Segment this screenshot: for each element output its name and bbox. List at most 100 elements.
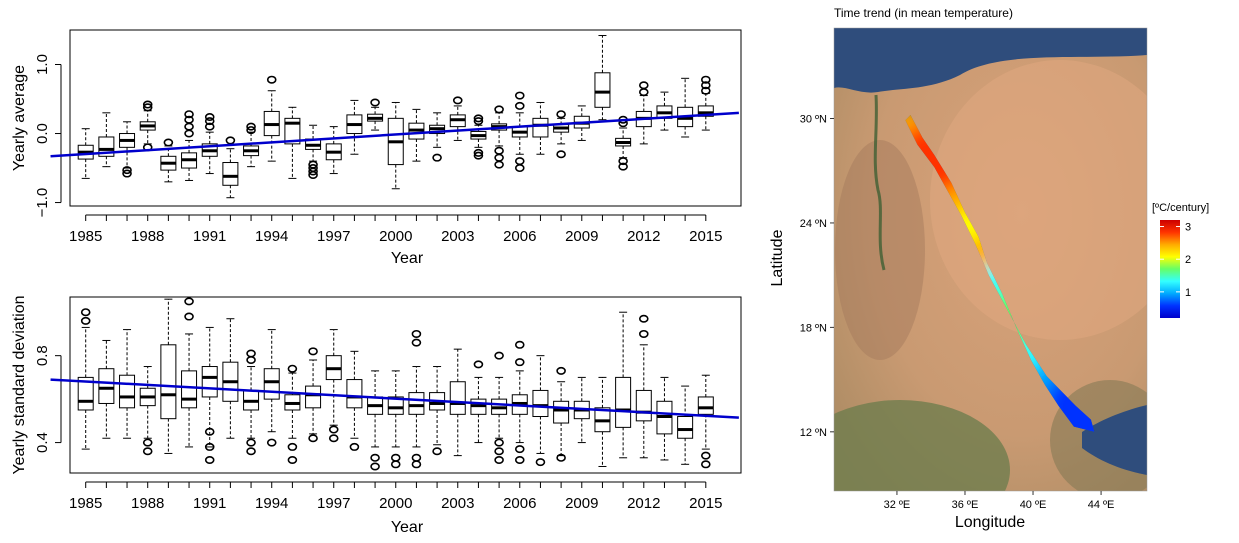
map-y-tick-label: 18 ºN [800,322,827,334]
outlier-point [308,170,318,179]
x-tick-label-top: 1997 [317,228,350,245]
box-top-2004 [470,114,487,160]
box-bottom-2007 [532,355,549,467]
outlier-point [308,167,318,176]
box-bottom-2000 [387,370,404,469]
outlier-point [514,157,525,166]
box-bottom-1992 [222,318,239,439]
outlier-point [411,338,422,347]
outlier-point [370,462,380,471]
legend-tick-label: 2 [1185,254,1191,266]
box-top-1985 [77,128,94,179]
box-bottom-1990 [181,297,198,448]
box-bottom-2008 [553,366,570,462]
chart-trend-map: Time trend (in mean temperature) 32 ºE 36… [769,6,1209,531]
box-bottom-2011 [615,311,632,459]
map-x-tick-label: 40 ºE [1020,499,1047,511]
outlier-point [556,366,566,375]
x-axis-label-top: Year [391,250,424,267]
map-gulf-of-aden [1082,405,1147,475]
box-body [160,344,177,420]
box-bottom-2014 [677,385,694,465]
box-body [532,117,549,138]
box-body [305,385,322,409]
outlier-point [514,455,525,464]
outlier-point [700,86,711,95]
legend-title: [ºC/century] [1152,202,1209,214]
outlier-point [618,157,628,166]
box-bottom-2010 [594,376,611,467]
box-top-1987 [119,121,136,178]
box-top-2014 [677,77,694,138]
box-bottom-2001 [408,329,425,469]
x-tick-label-top: 2000 [379,228,412,245]
outlier-point [638,329,649,338]
x-tick-label-bottom: 1991 [193,495,226,512]
outlier-point [287,364,298,373]
box-top-2011 [615,115,632,171]
map-frame [833,27,1148,492]
box-top-2002 [429,112,446,162]
outlier-point [246,122,256,131]
outlier-point [700,75,711,84]
outlier-point [266,75,277,84]
x-tick-label-bottom: 2012 [627,495,660,512]
outlier-point [287,455,298,464]
map-x-tick-label: 44 ºE [1088,499,1115,511]
outlier-point [473,151,484,160]
outlier-point [246,447,256,456]
outlier-point [432,447,442,456]
outlier-point [328,425,339,434]
x-tick-label-top: 2006 [503,228,536,245]
box-top-2005 [491,105,508,169]
map-x-tick-label: 32 ºE [884,499,911,511]
box-body [263,368,280,400]
outlier-point [452,96,463,105]
outlier-point [390,460,401,469]
boxes-bottom [77,297,714,471]
box-bottom-1985 [77,308,94,450]
box-bottom-1997 [325,329,342,443]
x-tick-label-top: 1994 [255,228,288,245]
box-top-2007 [532,101,549,155]
outlier-point [473,117,484,126]
outlier-point [142,438,153,447]
box-body [387,396,404,415]
x-tick-label-bottom: 1994 [255,495,288,512]
box-bottom-1999 [367,370,384,471]
box-bottom-1994 [263,329,280,447]
box-bottom-1991 [201,326,218,464]
box-top-2013 [656,91,673,131]
outlier-point [514,445,525,454]
box-body [697,105,714,117]
x-tick-label-bottom: 2015 [689,495,722,512]
outlier-point [308,347,318,356]
outlier-point [514,164,525,173]
outlier-point [225,136,236,145]
outlier-point [204,427,215,436]
chart-yearly-average: −1.0 0.0 1.0 1985 1988 1991 1994 1997 2000 2003 20… [11,29,742,267]
box-top-2015 [697,75,714,131]
trend-bottom [50,378,739,419]
outlier-point [473,114,484,123]
box-body [635,389,652,422]
map-y-tick-label: 30 ºN [800,114,827,126]
box-body [615,376,632,428]
box-top-1989 [160,138,177,183]
outlier-point [184,297,194,306]
x-tick-label-bottom: 1985 [69,495,102,512]
box-bottom-1993 [243,349,260,456]
x-tick-label-top: 1988 [131,228,164,245]
outlier-point [638,81,649,90]
box-body [408,392,425,415]
outlier-point [638,88,649,97]
outlier-point [246,126,256,135]
outlier-point [514,358,525,367]
plot-frame-bottom [69,296,742,474]
axes-top: −1.0 0.0 1.0 1985 1988 1991 1994 1997 2000 2003 20… [34,54,722,245]
outlier-point [246,349,256,358]
outlier-point [184,312,194,321]
box-top-1995 [284,106,301,179]
trend-top [50,111,739,158]
